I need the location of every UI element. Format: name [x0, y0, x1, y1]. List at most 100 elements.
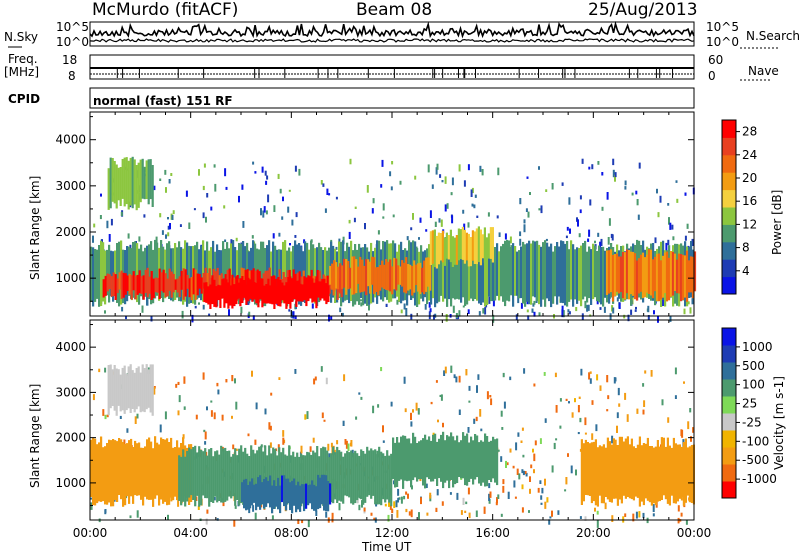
power-scatter-mark — [428, 302, 431, 308]
velocity-scatter-mark — [529, 476, 531, 482]
velocity-scatter-mark — [104, 414, 107, 420]
velocity-scatter-mark — [206, 406, 208, 411]
velocity-region-2-column — [321, 474, 324, 505]
station-title: McMurdo (fitACF) — [92, 0, 239, 20]
power-scatter-mark — [656, 188, 658, 194]
velocity-scatter-mark — [543, 372, 546, 376]
power-colorbar-segment — [722, 224, 736, 243]
noise-right-bottom: 10^0 — [706, 35, 739, 49]
power-scatter-mark — [322, 183, 325, 187]
velocity-scatter-mark — [533, 383, 536, 387]
power-region-2-column — [217, 284, 220, 301]
velocity-colorbar-tick-label: 100 — [742, 378, 765, 392]
power-colorbar-tick-label: 24 — [742, 148, 757, 162]
power-scatter-mark — [435, 167, 438, 175]
velocity-region-3-column — [420, 440, 423, 480]
velocity-scatter-mark — [571, 412, 574, 418]
power-region-0-column — [206, 241, 209, 296]
velocity-scatter-mark — [153, 387, 156, 395]
power-region-3-column — [355, 259, 358, 294]
velocity-colorbar-tick-label: 1000 — [742, 340, 773, 354]
velocity-region-1-column — [344, 453, 347, 496]
power-region-0-column — [508, 240, 511, 302]
power-scatter-mark — [213, 164, 216, 168]
velocity-scatter-mark — [312, 437, 315, 443]
velocity-region-0-column — [174, 447, 177, 497]
power-scatter-mark — [225, 186, 228, 190]
power-scatter-mark — [603, 306, 606, 313]
velocity-region-3-column — [444, 440, 447, 483]
velocity-scatter-mark — [213, 497, 216, 501]
power-region-3-column — [349, 267, 352, 289]
power-region-0-column — [202, 240, 205, 302]
power-region-0-column — [470, 243, 473, 299]
power-scatter-mark — [497, 167, 500, 176]
velocity-region-3-column — [440, 434, 443, 482]
power-region-2-column — [313, 282, 316, 302]
velocity-scatter-mark — [441, 501, 444, 506]
power-region-0-column — [322, 250, 325, 298]
velocity-scatter-mark — [490, 398, 493, 406]
power-scatter-mark — [403, 303, 406, 310]
velocity-region-0-column — [150, 441, 153, 500]
power-region-4-column — [479, 229, 482, 266]
velocity-scatter-mark — [687, 421, 690, 430]
power-region-4-column — [457, 228, 460, 261]
velocity-region-3-column — [474, 434, 477, 480]
velocity-region-2-column — [259, 475, 262, 510]
power-scatter-mark — [168, 179, 171, 184]
velocity-region-3-column — [422, 438, 425, 486]
power-region-0-column — [580, 245, 583, 307]
power-region-0-column — [148, 244, 151, 300]
power-scatter-mark — [531, 308, 534, 313]
velocity-region-1-column — [306, 451, 309, 502]
velocity-region-1-column — [300, 454, 303, 507]
power-scatter-mark — [647, 305, 650, 313]
velocity-region-2-column — [301, 484, 304, 504]
velocity-region-1-column — [198, 446, 201, 507]
power-region-6-column — [129, 157, 132, 206]
power-scatter-mark — [179, 224, 182, 227]
velocity-scatter-mark — [611, 435, 614, 444]
velocity-region-0-column — [164, 439, 167, 502]
velocity-region-4-column — [594, 439, 597, 506]
power-scatter-mark — [206, 193, 209, 198]
velocity-region-3-column — [434, 433, 437, 479]
power-region-4-column — [473, 231, 476, 264]
nsearch-label: N.Search — [746, 29, 800, 43]
power-region-5-column — [673, 253, 677, 291]
power-scatter-mark — [519, 238, 522, 246]
xtick-label: 04:00 — [173, 526, 208, 540]
velocity-region-2-column — [317, 474, 320, 510]
velocity-colorbar-segment — [722, 464, 736, 482]
velocity-scatter-mark — [622, 516, 625, 523]
power-region-1-column — [136, 274, 139, 295]
power-region-5-column — [641, 252, 645, 299]
velocity-scatter-mark — [680, 512, 683, 517]
power-scatter-mark — [614, 174, 616, 182]
power-region-1-column — [198, 274, 201, 289]
power-region-6-column — [145, 160, 148, 199]
power-scatter-mark — [261, 166, 264, 173]
power-region-0-column — [534, 241, 537, 298]
velocity-region-2-column — [275, 486, 278, 507]
velocity-region-1-column — [360, 449, 363, 500]
velocity-region-1-column — [248, 456, 251, 507]
velocity-region-1-column — [234, 448, 237, 506]
velocity-region-3-column — [494, 439, 497, 483]
velocity-region-5-column — [107, 365, 110, 416]
power-region-3-column — [423, 260, 426, 295]
velocity-region-0-column — [120, 439, 123, 500]
power-scatter-mark — [165, 234, 167, 239]
velocity-region-0-column — [112, 439, 115, 507]
power-scatter-mark — [254, 171, 257, 174]
velocity-region-2-column — [325, 475, 328, 512]
velocity-scatter-mark — [650, 370, 653, 377]
power-region-0-column — [218, 250, 221, 299]
velocity-scatter-mark — [553, 442, 556, 450]
velocity-region-2-column — [287, 478, 290, 504]
velocity-region-4-column — [646, 437, 649, 501]
power-scatter-mark — [654, 237, 657, 244]
power-region-1-column — [152, 278, 155, 299]
power-region-0-column — [232, 240, 235, 303]
